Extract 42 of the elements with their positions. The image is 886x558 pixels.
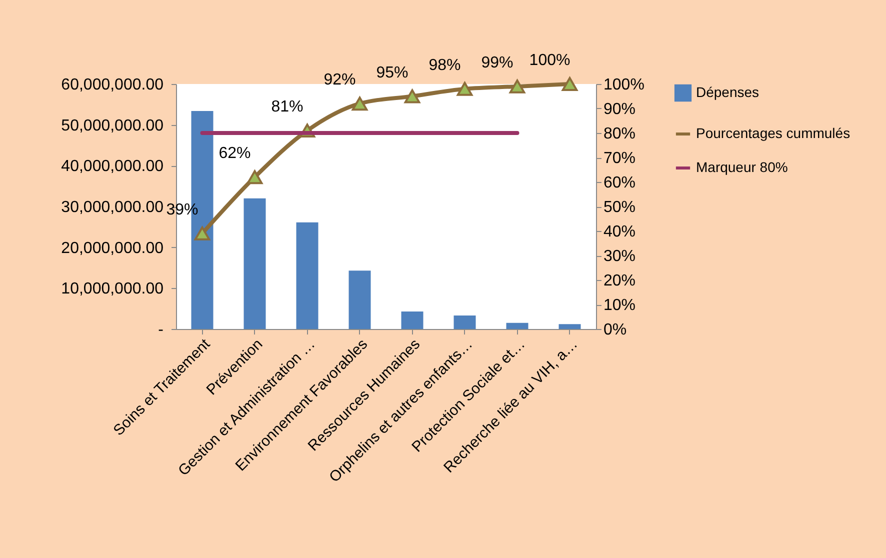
data-label: 100% bbox=[529, 52, 570, 69]
legend-label: Marqueur 80% bbox=[696, 159, 788, 175]
legend-label: Pourcentages cummulés bbox=[696, 125, 850, 141]
data-label: 99% bbox=[481, 54, 514, 72]
y2-tick-label: 30% bbox=[604, 248, 636, 265]
data-label: 98% bbox=[428, 56, 461, 74]
bar bbox=[244, 198, 266, 329]
y2-tick-label: 60% bbox=[604, 174, 636, 192]
y2-tick-label: 80% bbox=[604, 126, 636, 142]
data-label: 62% bbox=[218, 145, 251, 162]
bar bbox=[506, 322, 528, 329]
point bbox=[509, 79, 526, 94]
y-tick-label: 30,000,000.00 bbox=[61, 199, 164, 216]
y-tick-label: 40,000,000.00 bbox=[61, 158, 164, 176]
y2-tick-label: 70% bbox=[604, 150, 636, 167]
point bbox=[352, 96, 368, 111]
y-tick-label: - bbox=[158, 322, 164, 338]
bar bbox=[401, 311, 424, 329]
y2-tick-label: 40% bbox=[604, 224, 636, 240]
data-label: 81% bbox=[271, 98, 304, 116]
y2-tick-label: 10% bbox=[604, 297, 636, 314]
bar bbox=[558, 324, 581, 329]
y-tick-label: 60,000,000.00 bbox=[61, 76, 164, 94]
point bbox=[456, 82, 473, 96]
y-tick-label: 20,000,000.00 bbox=[61, 240, 164, 257]
y2-tick-label: 100% bbox=[604, 76, 644, 94]
bar bbox=[348, 270, 371, 329]
point bbox=[194, 226, 210, 240]
y2-tick-label: 90% bbox=[604, 101, 636, 118]
point bbox=[404, 89, 420, 104]
point bbox=[562, 77, 578, 91]
bar bbox=[454, 316, 476, 329]
point bbox=[246, 170, 263, 184]
y-tick-label: 50,000,000.00 bbox=[61, 117, 164, 134]
y2-tick-label: 50% bbox=[604, 199, 636, 216]
y2-tick-label: 0% bbox=[604, 322, 627, 338]
legend-label: Dépenses bbox=[696, 84, 760, 100]
data-label: 95% bbox=[376, 64, 408, 82]
y-tick-label: 10,000,000.00 bbox=[61, 280, 164, 298]
bar bbox=[296, 222, 318, 329]
y2-tick-label: 20% bbox=[604, 272, 636, 290]
data-label: 92% bbox=[324, 72, 356, 89]
